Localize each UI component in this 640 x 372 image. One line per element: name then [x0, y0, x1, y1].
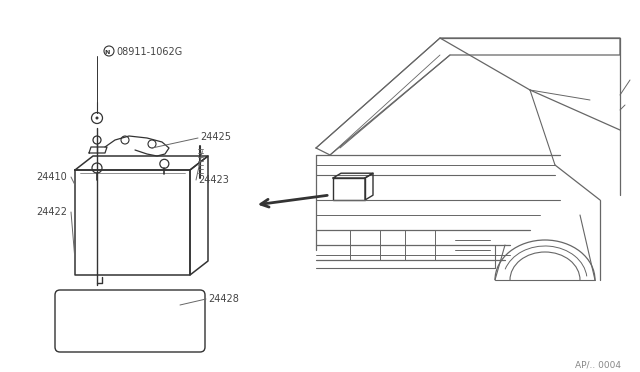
Text: 24410: 24410: [36, 172, 67, 182]
Text: N: N: [104, 49, 109, 55]
Text: 24425: 24425: [200, 132, 231, 142]
Text: 24422: 24422: [36, 207, 67, 217]
Text: 24428: 24428: [208, 294, 239, 304]
Text: 24423: 24423: [198, 175, 229, 185]
Circle shape: [95, 116, 99, 119]
Text: 08911-1062G: 08911-1062G: [116, 47, 182, 57]
Text: AP/.. 0004: AP/.. 0004: [575, 360, 621, 369]
